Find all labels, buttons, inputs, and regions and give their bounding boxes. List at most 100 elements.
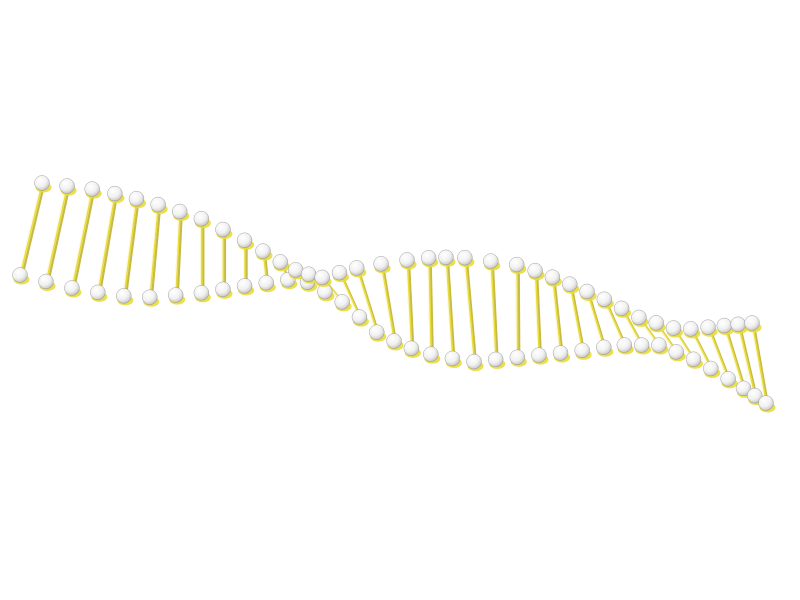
backbone-bead-upper [700, 319, 716, 335]
rung-highlight [444, 257, 453, 359]
backbone-bead-upper [193, 210, 210, 227]
backbone-bead-upper [272, 254, 288, 270]
backbone-bead-upper [527, 262, 543, 279]
backbone-bead-upper [562, 276, 578, 292]
backbone-bead-lower [668, 344, 684, 360]
backbone-bead-upper [59, 178, 75, 194]
backbone-bead-upper [287, 262, 304, 278]
backbone-bead-upper [483, 253, 499, 269]
base-pair-rung [379, 262, 396, 343]
rung-highlight [405, 259, 411, 349]
backbone-bead-upper [596, 291, 613, 307]
rung-shadow [357, 268, 380, 336]
backbone-bead-upper [438, 249, 454, 266]
backbone-bead-lower [531, 347, 547, 363]
rung-shadow [725, 326, 747, 392]
backbone-bead-upper [255, 243, 271, 259]
rung-highlight [96, 193, 115, 293]
backbone-bead-lower [552, 345, 569, 361]
rung-highlight [44, 185, 67, 282]
backbone-bead-lower [90, 284, 106, 301]
rung-highlight [750, 322, 766, 404]
backbone-bead-upper [509, 256, 525, 273]
rung-shadow [536, 271, 543, 359]
backbone-bead-upper [373, 256, 389, 272]
base-pair-rung [568, 282, 584, 352]
base-pair-rung [463, 256, 476, 363]
backbone-bead-upper [172, 203, 188, 220]
backbone-bead-lower [38, 273, 54, 290]
backbone-bead-lower [167, 287, 184, 303]
backbone-bead-lower [351, 309, 368, 325]
rung-highlight [427, 257, 431, 355]
base-pair-rung [533, 269, 541, 357]
base-pair-rung [723, 324, 745, 390]
backbone-bead-lower [64, 280, 80, 296]
rung-shadow [150, 205, 162, 301]
backbone-bead-lower [747, 387, 763, 404]
backbone-bead-upper [314, 269, 330, 286]
backbone-bead-lower [509, 349, 525, 365]
backbone-bead-upper [544, 269, 561, 285]
rung-highlight [568, 284, 582, 351]
backbone-bead-lower [651, 337, 667, 353]
rung-highlight [533, 270, 539, 356]
base-pair-rung [174, 210, 181, 297]
backbone-bead-upper [128, 191, 145, 207]
rung-highlight [355, 267, 377, 333]
rung-highlight [723, 325, 744, 389]
rung-shadow [46, 186, 71, 285]
backbone-bead-lower [466, 353, 482, 370]
rung-highlight [174, 211, 180, 296]
backbone-bead-upper [236, 232, 253, 248]
backbone-bead-lower [703, 360, 719, 377]
backbone-bead-upper [665, 320, 682, 336]
backbone-bead-lower [386, 333, 402, 349]
rung-shadow [381, 264, 398, 345]
rung-highlight [122, 198, 137, 296]
backbone-bead-upper [34, 175, 50, 191]
backbone-bead-lower [334, 294, 350, 310]
base-pair-rung [515, 263, 519, 359]
rung-shadow [407, 260, 415, 352]
rung-highlight [515, 264, 517, 358]
rung-shadow [20, 183, 46, 279]
rung-highlight [736, 324, 755, 396]
rung-shadow [72, 189, 96, 292]
backbone-bead-lower [574, 342, 590, 358]
backbone-bead-upper [420, 250, 437, 266]
rung-highlight [148, 204, 158, 298]
rung-shadow [739, 325, 758, 399]
backbone-bead-lower [616, 337, 633, 353]
backbone-bead-lower [596, 339, 612, 355]
base-pair-rung [405, 258, 413, 350]
backbone-bead-upper [579, 283, 595, 300]
rung-shadow [446, 258, 456, 362]
backbone-bead-upper [84, 181, 100, 197]
base-pair-rung [148, 203, 160, 299]
base-pair-rung [70, 187, 94, 290]
base-pair-rung [750, 321, 768, 405]
backbone-bead-lower [142, 289, 158, 305]
backbone-bead-lower [12, 267, 28, 283]
backbone-bead-lower [215, 281, 231, 298]
rung-shadow [553, 278, 564, 357]
base-pair-rung [44, 184, 69, 283]
backbone-bead-lower [735, 380, 752, 396]
rung-shadow [124, 199, 140, 299]
rung-shadow [465, 258, 478, 365]
rung-highlight [379, 263, 394, 342]
rung-highlight [551, 277, 561, 353]
backbone-bead-upper [716, 317, 733, 334]
backbone-bead-upper [300, 266, 317, 282]
backbone-bead-lower [116, 288, 132, 304]
backbone-bead-upper [744, 315, 760, 331]
base-pair-rung [18, 181, 44, 277]
rung-highlight [70, 188, 92, 289]
backbone-bead-upper [613, 300, 630, 317]
backbone-bead-lower [444, 350, 461, 367]
base-pair-rung [355, 266, 378, 334]
base-pair-rung [736, 323, 756, 397]
backbone-bead-lower [236, 278, 253, 294]
